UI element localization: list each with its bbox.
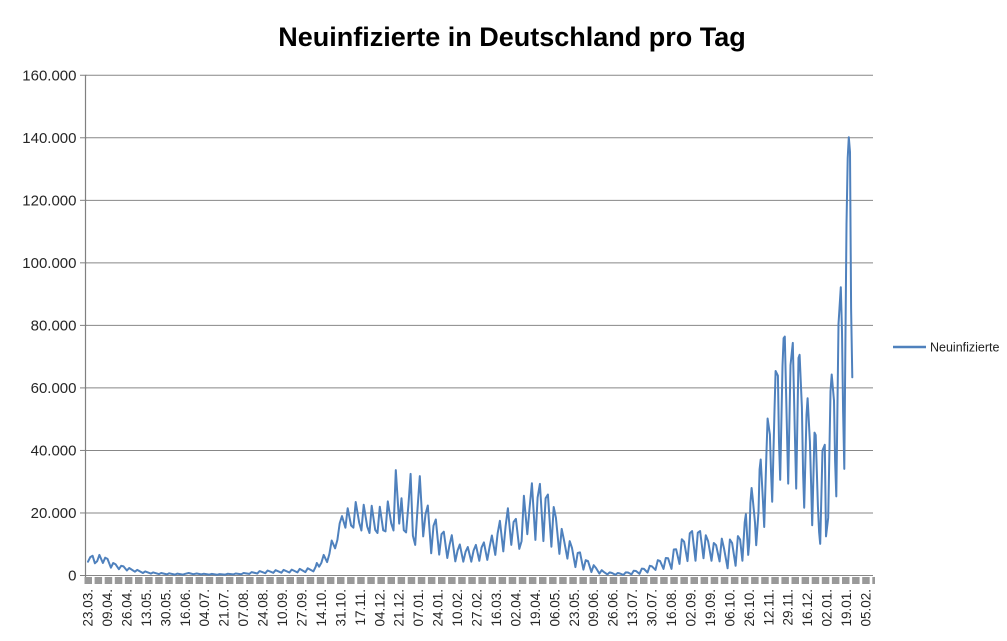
y-axis-tick-label: 60.000 [31, 380, 77, 397]
y-axis-tick-label: 0 [68, 568, 76, 585]
x-axis-tick-label: 06.05. [547, 589, 562, 627]
x-axis-tick-label: 12.11. [761, 589, 776, 626]
x-axis-tick-label: 02.04. [508, 589, 523, 627]
x-axis-tick-label: 06.10. [722, 589, 737, 627]
gridlines [85, 74, 873, 576]
x-axis-tick-label: 02.09. [683, 589, 698, 627]
legend-entry-label: Neuinfizierte [930, 341, 1000, 355]
x-axis-tick-label: 23.03. [81, 589, 96, 627]
x-axis-tick-label: 29.11. [781, 589, 796, 626]
x-axis-tick-label: 13.05. [139, 589, 154, 627]
x-axis-tick-label: 16.06. [178, 589, 193, 627]
x-axis-tick-label: 07.01. [411, 589, 426, 627]
y-axis-tick-label: 40.000 [31, 442, 77, 459]
x-axis-tick-label: 16.03. [489, 589, 504, 627]
y-axis-tick-label: 80.000 [31, 317, 77, 334]
x-axis-tick-label: 26.10. [742, 589, 757, 627]
x-axis-tick-label: 19.04. [528, 589, 543, 627]
x-axis-tick-label: 10.02. [450, 589, 465, 627]
x-axis-tick-label: 16.12. [800, 589, 815, 627]
x-axis-tick-label: 21.07. [217, 589, 232, 627]
y-axis-tick-label: 160.000 [22, 67, 76, 84]
x-axis-tick-label: 09.04. [100, 589, 115, 627]
x-axis-tick-label: 24.08. [256, 589, 271, 627]
x-axis-tick-label: 21.12. [392, 589, 407, 627]
x-axis-tick-label: 10.09. [275, 589, 290, 627]
x-axis-tick-label: 31.10. [333, 589, 348, 627]
x-axis-tick-label: 27.09. [294, 589, 309, 627]
series-line-neuinfizierte[interactable] [87, 136, 854, 576]
x-axis-tick-label: 05.02. [859, 589, 874, 627]
legend[interactable]: Neuinfizierte [893, 341, 1000, 355]
x-axis-tick-label: 26.04. [119, 589, 134, 627]
x-axis-tick-label: 23.05. [567, 589, 582, 627]
x-axis-tick-label: 24.01. [431, 589, 446, 627]
x-axis-tick-label: 19.01. [839, 589, 854, 627]
chart-title: Neuinfizierte in Deutschland pro Tag [278, 22, 746, 52]
x-axis-tick-label: 02.01. [820, 589, 835, 627]
plot-area [87, 136, 854, 576]
x-axis-tick-label: 17.11. [353, 589, 368, 626]
y-axis [80, 74, 87, 584]
x-axis-tick-label: 07.08. [236, 589, 251, 627]
x-axis-tick-label: 27.02. [470, 589, 485, 627]
x-axis-tick-label: 30.07. [645, 589, 660, 627]
x-axis-labels: 23.03. 09.04. 26.04. 13.05. 30.05. 16.06. 04.0… [81, 589, 874, 627]
x-axis-tick-label: 04.07. [197, 589, 212, 627]
y-axis-tick-label: 100.000 [22, 255, 76, 272]
y-axis-tick-label: 140.000 [22, 130, 76, 147]
x-axis-tick-label: 30.05. [158, 589, 173, 627]
x-axis-tick-label: 13.07. [625, 589, 640, 627]
y-axis-tick-label: 20.000 [31, 505, 77, 522]
x-axis-tick-label: 09.06. [586, 589, 601, 627]
x-axis-tick-label: 19.09. [703, 589, 718, 627]
y-axis-labels: 0 20.000 40.000 60.000 80.000 100.000 120.000 1… [22, 67, 76, 584]
x-axis-tick-label: 26.06. [606, 589, 621, 627]
x-axis-tick-label: 16.08. [664, 589, 679, 627]
x-axis-tick-label: 04.12. [372, 589, 387, 627]
x-axis-tick-label: 14.10. [314, 589, 329, 627]
y-axis-tick-label: 120.000 [22, 192, 76, 209]
